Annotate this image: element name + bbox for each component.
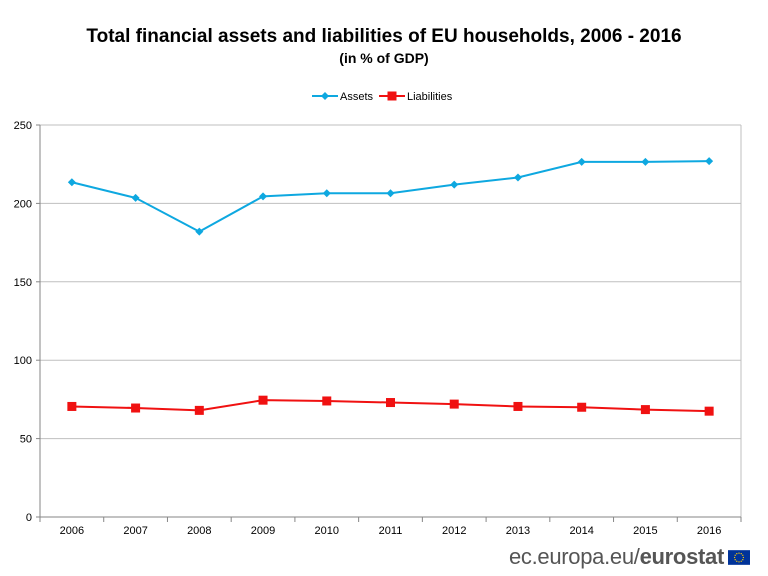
data-point-liabilities (704, 406, 714, 416)
y-tick-label: 100 (14, 355, 32, 367)
data-point-liabilities (67, 401, 77, 411)
flag-star (740, 552, 742, 554)
axes: 0 50 100 150 200 250 2006 2007 2008 2009 2010 2011 2… (14, 120, 742, 537)
y-tick-label: 200 (14, 198, 32, 210)
data-point-assets (705, 157, 714, 166)
flag-star (742, 554, 744, 556)
data-point-liabilities (194, 405, 204, 415)
data-point-assets (322, 189, 331, 198)
data-point-assets (259, 192, 268, 201)
x-tick-label: 2011 (379, 525, 403, 537)
data-point-assets (513, 173, 522, 182)
x-tick-label: 2009 (251, 525, 275, 537)
flag-star (738, 560, 740, 563)
flag-star (740, 560, 742, 562)
y-tick-label: 250 (14, 120, 32, 132)
flag-star (734, 554, 736, 556)
data-point-liabilities (577, 402, 587, 412)
legend: Assets Liabilities (312, 91, 453, 103)
x-tick-label: 2007 (123, 525, 147, 537)
data-point-assets (641, 157, 650, 166)
legend-marker (387, 91, 397, 101)
flag-star (736, 560, 738, 562)
flag-star (734, 558, 736, 560)
site-link[interactable]: ec.europa.eu/eurostat (509, 544, 724, 570)
series-assets (67, 157, 714, 236)
data-point-liabilities (513, 401, 523, 411)
data-point-liabilities (386, 398, 395, 408)
data-point-assets (131, 193, 140, 202)
x-tick-label: 2008 (187, 525, 211, 537)
flag-star (733, 556, 736, 558)
chart-title: Total financial assets and liabilities o… (86, 26, 682, 47)
data-point-liabilities (131, 403, 141, 413)
legend-marker (321, 92, 329, 100)
grid-lines (40, 124, 742, 518)
series-layer (67, 157, 714, 416)
x-tick-label: 2006 (60, 525, 84, 537)
x-tick-label: 2014 (569, 525, 593, 537)
legend-item-assets: Assets (312, 91, 374, 103)
flag-star (742, 556, 745, 558)
series-liabilities (67, 395, 714, 416)
data-point-assets (450, 180, 459, 189)
flag-star (742, 558, 744, 560)
data-point-liabilities (449, 399, 459, 409)
y-tick-label: 50 (20, 434, 32, 446)
x-tick-label: 2015 (633, 525, 657, 537)
data-point-liabilities (322, 396, 332, 406)
data-point-liabilities (258, 395, 268, 405)
legend-label: Liabilities (407, 91, 453, 103)
legend-label: Assets (340, 91, 374, 103)
x-tick-label: 2016 (697, 525, 721, 537)
flag-star (736, 552, 738, 554)
data-point-assets (195, 227, 204, 236)
site-brand: eurostat (639, 544, 725, 569)
footer-brand: ec.europa.eu/eurostat (509, 544, 750, 570)
site-prefix: ec.europa.eu/ (508, 544, 640, 569)
data-point-liabilities (640, 405, 650, 415)
y-tick-label: 0 (26, 512, 32, 524)
x-tick-label: 2012 (442, 525, 466, 537)
flag-star (738, 551, 740, 554)
legend-item-liabilities: Liabilities (379, 91, 453, 103)
x-tick-label: 2010 (315, 525, 339, 537)
data-point-assets (386, 189, 395, 198)
chart-subtitle: (in % of GDP) (339, 50, 429, 66)
y-tick-label: 150 (14, 277, 32, 289)
data-point-assets (67, 178, 76, 187)
x-tick-label: 2013 (506, 525, 530, 537)
eu-flag-icon (728, 549, 750, 565)
data-point-assets (577, 157, 586, 166)
